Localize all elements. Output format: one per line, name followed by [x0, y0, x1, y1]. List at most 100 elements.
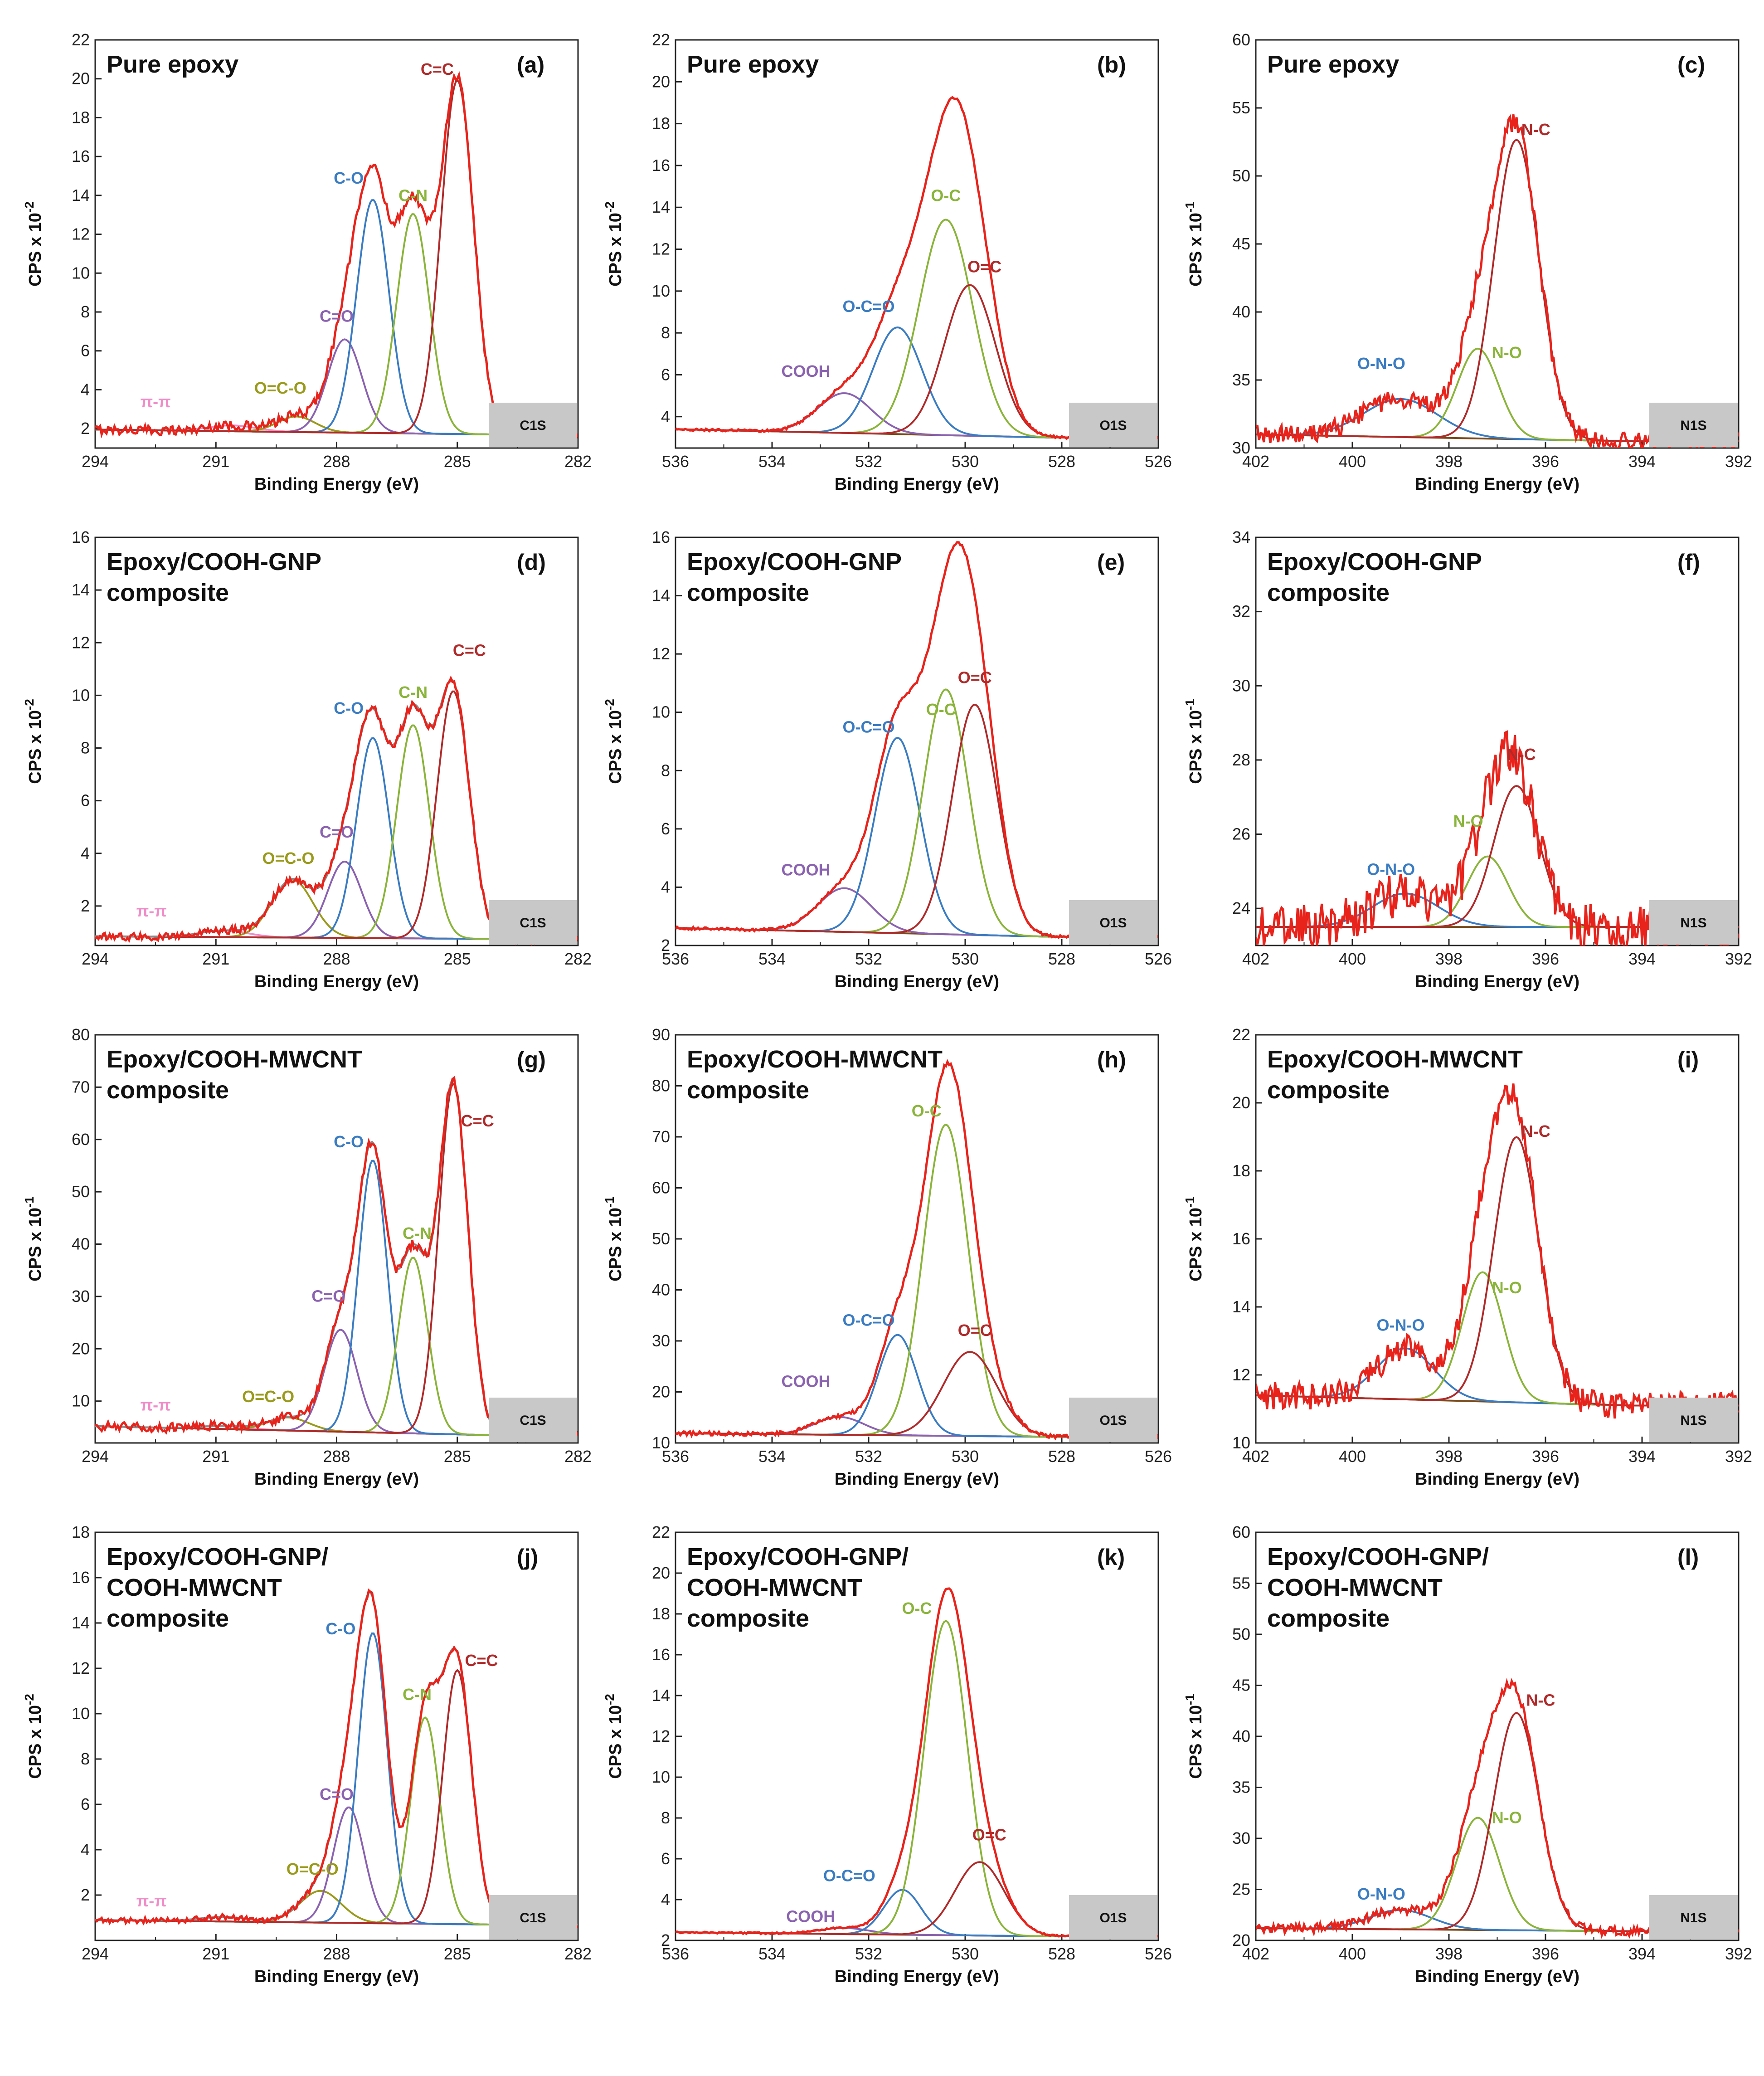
- panel-title-line-1: Pure epoxy: [1267, 51, 1399, 78]
- peak-label-2: O-C=O: [842, 297, 894, 316]
- plot-frame: [1255, 39, 1740, 449]
- peak-label-2: O=C-O: [254, 379, 306, 397]
- x-axis-label: Binding Energy (eV): [1415, 1470, 1579, 1489]
- x-tick-label: 392: [1725, 1944, 1752, 1963]
- region-badge-label: O1S: [1099, 916, 1127, 931]
- x-tick-label: 285: [444, 1447, 471, 1466]
- y-tick-label: 6: [81, 791, 90, 810]
- x-axis-label: Binding Energy (eV): [1415, 475, 1579, 494]
- x-tick-label: 536: [662, 950, 689, 968]
- x-tick-label: 534: [758, 1447, 786, 1466]
- y-axis-label: CPS x 10-1: [1183, 699, 1205, 784]
- x-axis-label: Binding Energy (eV): [254, 972, 419, 991]
- y-tick-label: 4: [661, 407, 670, 426]
- x-tick-label: 402: [1242, 950, 1269, 968]
- y-axis-label: CPS x 10-2: [603, 201, 625, 287]
- panel-letter: (f): [1677, 550, 1700, 575]
- x-tick-label: 394: [1628, 950, 1656, 968]
- y-tick-label: 12: [72, 633, 90, 652]
- y-tick-label: 6: [661, 819, 670, 838]
- y-tick-label: 20: [652, 1383, 670, 1401]
- xps-panel-c: 30 35 40 45 50 55 60 402 400 398 396 394 392 Binding …: [1183, 30, 1752, 494]
- y-tick-label: 2: [661, 1931, 670, 1949]
- y-axis-label: CPS x 10-2: [603, 699, 625, 784]
- y-tick-label: 50: [652, 1229, 670, 1248]
- panel-letter: (c): [1677, 52, 1705, 78]
- y-tick-label: 24: [1232, 899, 1250, 917]
- x-tick-label: 392: [1725, 452, 1752, 471]
- peak-label-1: π-π: [136, 902, 167, 920]
- panel-title-line-2: composite: [687, 579, 809, 606]
- x-tick-label: 394: [1628, 1944, 1656, 1963]
- y-tick-label: 6: [81, 1795, 90, 1813]
- y-tick-label: 12: [72, 1659, 90, 1677]
- y-tick-label: 8: [661, 761, 670, 780]
- y-tick-label: 14: [72, 186, 90, 205]
- y-tick-label: 45: [1232, 1676, 1250, 1695]
- y-axis-label: CPS x 10-1: [22, 1196, 45, 1282]
- peak-label-2: N-O: [1453, 812, 1483, 830]
- y-axis-exponent: -2: [603, 1694, 617, 1705]
- x-tick-label: 526: [1145, 1447, 1172, 1466]
- x-tick-label: 530: [952, 1447, 979, 1466]
- xps-panel-e: 2 4 6 8 10 12 14 16 536 534 532 530 528 526 Binding En…: [603, 528, 1172, 991]
- panel-title-line-2: composite: [687, 1077, 809, 1104]
- x-tick-label: 288: [323, 1447, 350, 1466]
- panel-title-line-2: composite: [1267, 579, 1390, 606]
- x-tick-label: 394: [1628, 452, 1656, 471]
- peak-label-2: O-C=O: [823, 1866, 875, 1885]
- peak-label-5: C-N: [398, 186, 428, 205]
- x-tick-label: 398: [1435, 1944, 1463, 1963]
- y-tick-label: 4: [661, 1890, 670, 1909]
- x-tick-label: 536: [662, 452, 689, 471]
- x-tick-label: 528: [1048, 1944, 1075, 1963]
- y-axis-label: CPS x 10-2: [22, 699, 45, 784]
- peak-label-4: O=C: [967, 257, 1001, 276]
- y-tick-label: 2: [661, 936, 670, 955]
- peak-label-4: C-O: [334, 1132, 364, 1151]
- xps-panel-f: 24 26 28 30 32 34 402 400 398 396 394 392 Binding En…: [1183, 528, 1752, 991]
- y-tick-label: 12: [652, 644, 670, 663]
- xps-panel-b: 4 6 8 10 12 14 16 18 20 22 536 534 532 530 528 526 Bindi…: [603, 30, 1172, 494]
- panel-title-line-1: Epoxy/COOH-MWCNT: [1267, 1046, 1523, 1073]
- peak-label-2: O-C=O: [842, 1311, 894, 1329]
- y-tick-label: 22: [652, 1523, 670, 1541]
- panel-letter: (e): [1097, 550, 1125, 575]
- region-badge-label: O1S: [1099, 418, 1127, 433]
- x-tick-label: 398: [1435, 452, 1463, 471]
- y-axis-label: CPS x 10-1: [1183, 1196, 1205, 1282]
- peak-label-6: C=C: [465, 1651, 498, 1670]
- y-tick-label: 25: [1232, 1880, 1250, 1899]
- panel-title-line-2: composite: [107, 579, 229, 606]
- y-tick-label: 26: [1232, 825, 1250, 843]
- y-axis-label: CPS x 10-2: [22, 201, 45, 287]
- region-badge: [1649, 900, 1738, 945]
- peak-label-3: O-C: [902, 1599, 932, 1618]
- y-tick-label: 40: [1232, 302, 1250, 321]
- panel-letter: (l): [1677, 1545, 1699, 1570]
- peak-label-3: C=O: [320, 1785, 354, 1803]
- peak-label-1: COOH: [786, 1907, 835, 1926]
- plot-frame: [1255, 1531, 1740, 1941]
- peak-label-2: O=C-O: [242, 1387, 294, 1406]
- y-tick-label: 30: [72, 1287, 90, 1306]
- xps-panel-a: 2 4 6 8 10 12 14 16 18 20 22 294 291 288 285 282 Binding…: [22, 30, 592, 494]
- y-axis-exponent: -1: [22, 1196, 36, 1208]
- peak-label-1: O-N-O: [1377, 1316, 1425, 1335]
- panel-title-line-1: Epoxy/COOH-GNP: [687, 548, 902, 575]
- y-tick-label: 60: [1232, 1523, 1250, 1541]
- panel-title-line-2: COOH-MWCNT: [1267, 1574, 1443, 1601]
- peak-label-1: O-N-O: [1357, 354, 1405, 373]
- y-axis-exponent: -2: [22, 699, 36, 710]
- x-tick-label: 291: [202, 452, 229, 471]
- y-tick-label: 22: [72, 30, 90, 49]
- y-tick-label: 18: [1232, 1161, 1250, 1180]
- x-axis-label: Binding Energy (eV): [254, 475, 419, 494]
- peak-label-3: C=O: [320, 823, 354, 841]
- peak-label-4: O=C: [972, 1826, 1006, 1844]
- panel-title-line-1: Epoxy/COOH-GNP: [107, 548, 321, 575]
- y-tick-label: 34: [1232, 528, 1250, 546]
- y-axis-exponent: -1: [1183, 1694, 1197, 1705]
- y-tick-label: 8: [661, 1808, 670, 1827]
- x-tick-label: 528: [1048, 950, 1075, 968]
